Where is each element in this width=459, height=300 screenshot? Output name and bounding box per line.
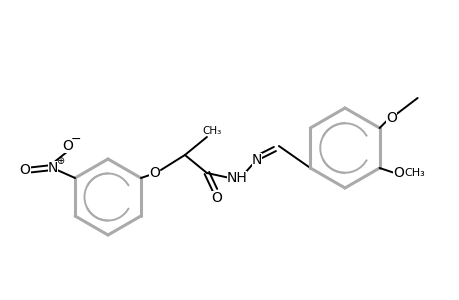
Text: −: − [71,133,81,146]
Text: O: O [386,111,396,125]
Text: O: O [20,163,30,177]
Text: NH: NH [226,171,247,185]
Text: O: O [392,166,403,180]
Text: CH₃: CH₃ [403,168,424,178]
Text: N: N [251,153,262,167]
Text: O: O [211,191,222,205]
Text: O: O [62,139,73,153]
Text: CH₃: CH₃ [202,126,221,136]
Text: ⊕: ⊕ [56,156,64,166]
Text: N: N [48,161,58,175]
Text: O: O [149,166,160,180]
